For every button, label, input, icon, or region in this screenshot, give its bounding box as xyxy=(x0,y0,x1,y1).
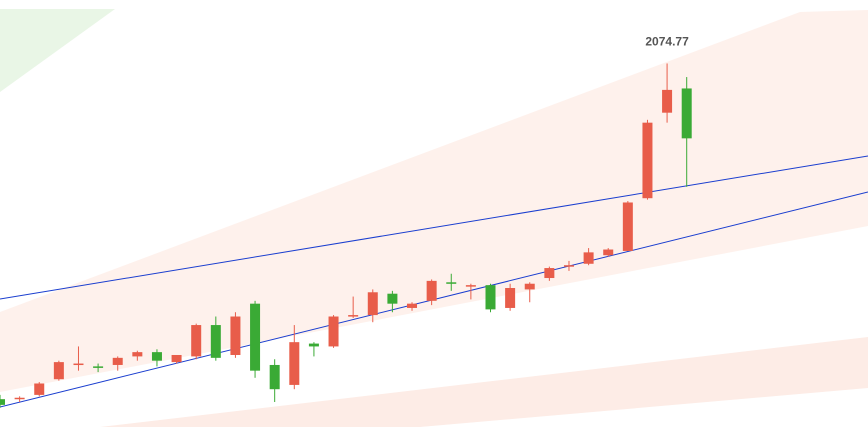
candle xyxy=(465,283,476,300)
candle xyxy=(112,356,123,371)
candle-body xyxy=(93,366,104,368)
high-price-label: 2074.77 xyxy=(645,34,689,48)
candle xyxy=(662,63,673,123)
candle xyxy=(505,283,516,311)
candle-body xyxy=(289,342,300,385)
candle-body xyxy=(662,89,673,113)
candle-body xyxy=(14,397,25,400)
candle-body xyxy=(34,383,45,395)
candle-body xyxy=(524,283,535,290)
candle xyxy=(269,359,280,403)
candle xyxy=(583,248,594,266)
upper-trendline xyxy=(0,155,868,300)
candle-body xyxy=(230,316,241,355)
candle xyxy=(642,119,653,200)
lower-red-zone xyxy=(100,337,868,427)
candle xyxy=(210,316,221,361)
candle-body xyxy=(269,364,280,390)
candle-body xyxy=(328,316,339,347)
candle xyxy=(446,273,457,291)
candle xyxy=(348,296,359,318)
candle xyxy=(328,315,339,348)
candle-body xyxy=(642,122,653,199)
candle-body xyxy=(426,280,437,301)
candle-body xyxy=(485,285,496,310)
candle-body xyxy=(53,362,64,380)
candle xyxy=(14,396,25,403)
candle-body xyxy=(367,292,378,316)
candle xyxy=(230,312,241,358)
candle xyxy=(681,77,692,187)
candle xyxy=(73,346,84,371)
candle-body xyxy=(387,293,398,304)
candle-body xyxy=(544,268,555,279)
candle-layer xyxy=(0,63,692,408)
candle-body xyxy=(505,288,516,308)
candle-body xyxy=(151,352,162,361)
candle-body xyxy=(603,249,614,256)
candle-body xyxy=(681,88,692,139)
candle-body xyxy=(250,303,261,371)
candle xyxy=(426,279,437,306)
candle xyxy=(53,360,64,381)
candle xyxy=(132,350,143,361)
candle-body xyxy=(132,352,143,357)
candle-body xyxy=(308,343,319,347)
candle xyxy=(603,248,614,257)
zone-layer xyxy=(0,9,868,427)
candle xyxy=(367,289,378,323)
candle-body xyxy=(583,252,594,264)
candle-body xyxy=(446,282,457,284)
candle xyxy=(151,349,162,367)
candle xyxy=(544,266,555,281)
candle xyxy=(250,300,261,378)
candle xyxy=(171,354,182,364)
candle xyxy=(387,290,398,313)
candle-body xyxy=(563,265,574,267)
candle xyxy=(622,201,633,251)
candle xyxy=(308,342,319,357)
candle xyxy=(93,363,104,373)
candle-body xyxy=(73,363,84,366)
candle xyxy=(407,302,418,311)
candle-body xyxy=(622,202,633,251)
candle xyxy=(524,282,535,303)
upper-red-zone xyxy=(0,10,868,392)
candle xyxy=(191,323,202,360)
candle-body xyxy=(465,285,476,287)
candle-body xyxy=(171,354,182,363)
candle xyxy=(563,260,574,271)
green-zone-top-left xyxy=(0,9,115,92)
candle-body xyxy=(407,303,418,308)
candle xyxy=(34,382,45,397)
candle xyxy=(485,283,496,313)
candle-body xyxy=(210,325,221,358)
candle-body xyxy=(348,315,359,317)
candle xyxy=(0,394,5,408)
candle-body xyxy=(191,325,202,357)
candle-body xyxy=(112,357,123,365)
candle xyxy=(289,325,300,390)
candle-body xyxy=(0,399,5,405)
